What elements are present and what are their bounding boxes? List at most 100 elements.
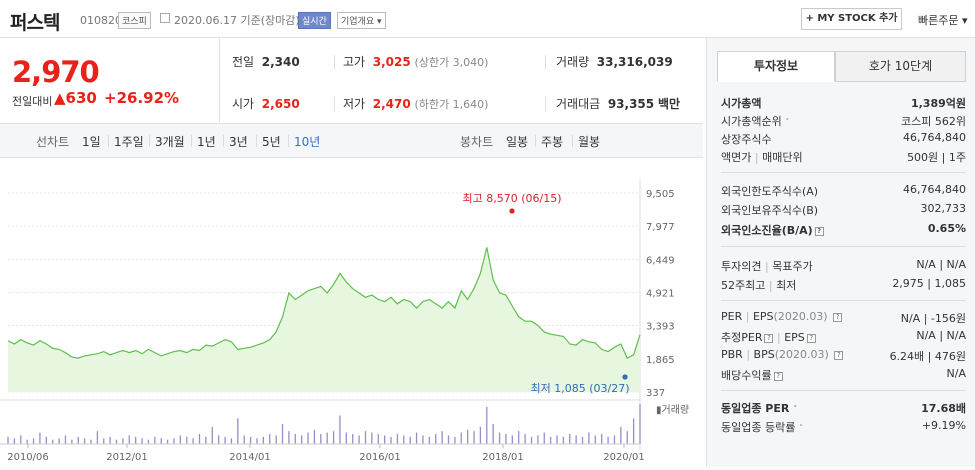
stock-name: 퍼스텍	[10, 12, 60, 34]
market-cap-row: 시가총액 1,389억원	[721, 97, 966, 110]
divider	[108, 135, 109, 147]
period-tab-4[interactable]: 3년	[229, 135, 248, 149]
sector-rate-row: 동일업종 등락률 ˚ +9.19%	[721, 419, 966, 434]
listed-shares-row: 상장주식수 46,764,840	[721, 131, 966, 146]
y-tick-label: 1,865	[646, 355, 675, 366]
calendar-icon	[160, 13, 170, 23]
divider	[721, 246, 966, 247]
period-tab-5[interactable]: 5년	[262, 135, 281, 149]
dividend-row: 배당수익률? N/A	[721, 367, 966, 382]
y-tick-label: 9,505	[646, 189, 675, 200]
min-label: 최저 1,085 (03/27)	[530, 382, 629, 395]
week52-row: 52주최고 | 최저 2,975 | 1,085	[721, 277, 966, 292]
volume-legend: ▮거래량	[656, 404, 689, 416]
period-tab-3[interactable]: 1년	[197, 135, 216, 149]
open-price: 시가 2,650	[232, 97, 300, 111]
prev-close: 전일 2,340	[232, 55, 300, 69]
tab-investment-info[interactable]: 투자정보	[717, 51, 835, 82]
divider	[545, 55, 546, 69]
x-tick-label: 2018/01	[482, 452, 524, 463]
info-dot-icon: ˚	[798, 424, 803, 433]
day-low: 저가 2,470 (하한가 1,640)	[343, 97, 489, 111]
divider	[223, 135, 224, 147]
cap-rank-row: 시가총액순위 ˚ 코스피 562위	[721, 115, 966, 128]
divider	[721, 172, 966, 173]
per-eps-row: PER | EPS(2020.03) ? N/A | -156원	[721, 310, 966, 325]
chevron-down-icon: ▾	[377, 17, 382, 27]
y-tick-label: 337	[646, 388, 665, 399]
foreign-ratio-row: 외국인소진율(B/A)? 0.65%	[721, 222, 966, 237]
help-icon[interactable]: ?	[806, 334, 816, 343]
par-value-row: 액면가 | 매매단위 500원 | 1주	[721, 151, 966, 164]
max-marker	[509, 208, 515, 214]
candle-tab-2[interactable]: 월봉	[578, 135, 601, 149]
divider	[334, 97, 335, 111]
x-tick-label: 2014/01	[229, 452, 271, 463]
y-tick-label: 3,393	[646, 322, 675, 333]
candle-chart-label: 봉차트	[460, 135, 494, 149]
pbr-bps-row: PBR | BPS(2020.03) ? 6.24배 | 476원	[721, 348, 966, 363]
chart-period-bar: 선차트 1일 1주일 3개월 1년 3년 5년 10년 봉차트 일봉 주봉 월봉	[0, 123, 703, 158]
base-date: 2020.06.17 기준(장마감)	[174, 14, 300, 27]
foreign-hold-row: 외국인보유주식수(B) 302,733	[721, 202, 966, 217]
help-icon[interactable]: ?	[764, 334, 774, 343]
min-marker	[622, 374, 628, 380]
y-tick-label: 4,921	[646, 289, 675, 300]
divider	[545, 97, 546, 111]
y-tick-label: 6,449	[646, 255, 675, 266]
x-tick-label: 2012/01	[106, 452, 148, 463]
help-icon[interactable]: ?	[834, 351, 844, 360]
period-tab-2[interactable]: 3개월	[155, 135, 185, 149]
quick-order-link[interactable]: 빠른주문 ▾	[918, 14, 968, 27]
price-chart[interactable]: 9,505 7,977 6,449 4,921 3,393 1,865 337 최고 8,57…	[0, 159, 703, 467]
change-percent: +26.92%	[104, 89, 180, 107]
divider	[535, 135, 536, 147]
add-my-stock-button[interactable]: + MY STOCK 추가	[801, 8, 902, 30]
market-badge: 코스피	[118, 12, 151, 29]
divider	[572, 135, 573, 147]
x-tick-label: 2010/06	[7, 452, 49, 463]
price-area	[8, 247, 640, 392]
trade-amount: 거래대금 93,355 백만	[556, 97, 681, 111]
divider	[149, 135, 150, 147]
price-chart-svg: 9,505 7,977 6,449 4,921 3,393 1,865 337 최고 8,57…	[0, 179, 689, 463]
foreign-limit-row: 외국인한도주식수(A) 46,764,840	[721, 183, 966, 198]
realtime-badge[interactable]: 실시간	[298, 12, 331, 29]
price-summary: 2,970 전일대비 ▲630 +26.92%	[0, 38, 220, 122]
y-tick-label: 7,977	[646, 222, 675, 233]
stock-header: 퍼스텍 010820 코스피 2020.06.17 기준(장마감) 실시간 기업…	[0, 0, 975, 38]
divider	[721, 390, 966, 391]
x-tick-label: 2020/01	[603, 452, 645, 463]
help-icon[interactable]: ?	[833, 313, 843, 322]
company-overview-dropdown[interactable]: 기업개요 ▾	[337, 12, 386, 29]
candle-tab-1[interactable]: 주봉	[541, 135, 564, 149]
divider	[256, 135, 257, 147]
investment-info-panel: 투자정보 호가 10단계 시가총액 1,389억원 시가총액순위 ˚ 코스피 562…	[706, 38, 975, 467]
max-label: 최고 8,570 (06/15)	[462, 192, 561, 205]
day-high: 고가 3,025 (상한가 3,040)	[343, 55, 489, 69]
current-price: 2,970	[12, 55, 100, 89]
period-tab-0[interactable]: 1일	[82, 135, 101, 149]
period-tab-1[interactable]: 1주일	[114, 135, 144, 149]
divider	[191, 135, 192, 147]
x-tick-label: 2016/01	[359, 452, 401, 463]
candle-tab-0[interactable]: 일봉	[506, 135, 529, 149]
change-label: 전일대비	[12, 95, 53, 108]
price-line	[7, 247, 641, 359]
divider	[721, 300, 966, 301]
divider	[334, 55, 335, 69]
line-chart-label: 선차트	[36, 135, 70, 149]
stock-code: 010820	[80, 14, 122, 27]
change-value: ▲630	[54, 89, 97, 107]
tab-hoga-10[interactable]: 호가 10단계	[835, 51, 966, 82]
divider	[288, 135, 289, 147]
sector-per-row: 동일업종 PER ˚ 17.68배	[721, 402, 966, 415]
help-icon[interactable]: ?	[773, 372, 783, 381]
volume: 거래량 33,316,039	[556, 55, 673, 69]
opinion-row: 투자의견 | 목표주가 N/A | N/A	[721, 258, 966, 273]
chevron-down-icon: ▾	[961, 14, 968, 27]
company-overview-label: 기업개요	[341, 17, 375, 27]
period-tab-6[interactable]: 10년	[294, 135, 321, 149]
info-dot-icon: ˚	[785, 118, 790, 127]
help-icon[interactable]: ?	[814, 227, 824, 236]
